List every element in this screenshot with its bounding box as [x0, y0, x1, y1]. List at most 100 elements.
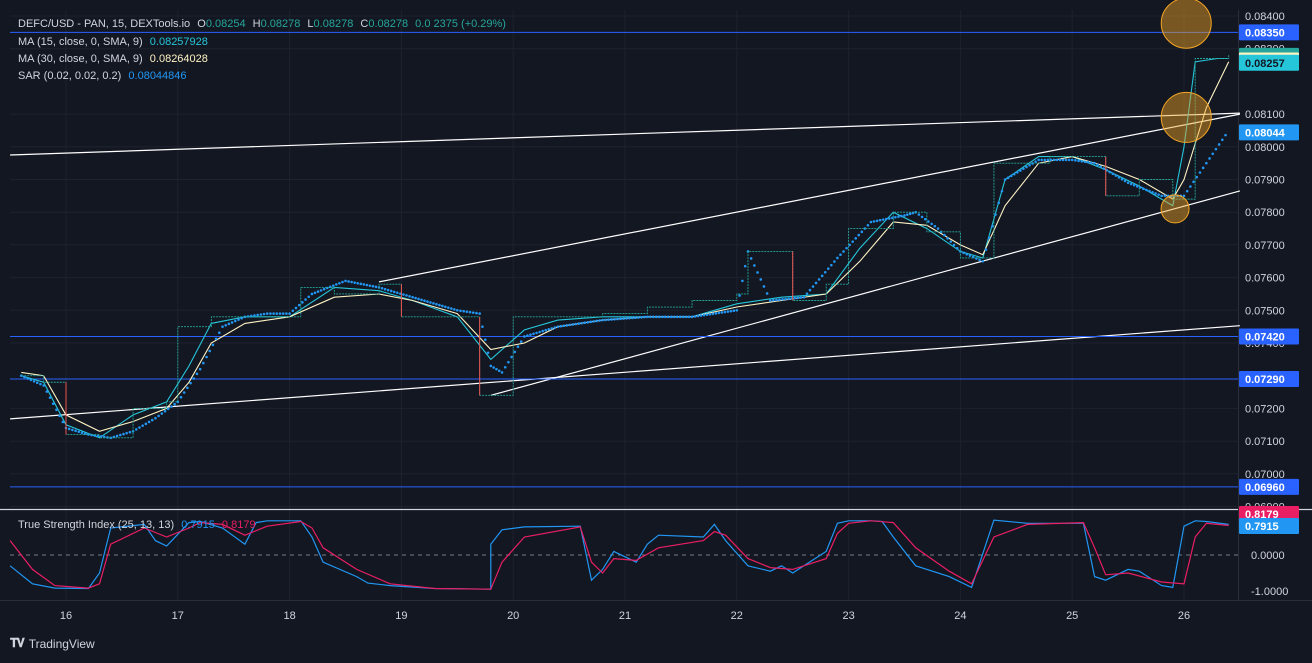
sar-dot: [796, 296, 800, 300]
sar-dot: [753, 264, 756, 267]
tsi-value: 0.7915: [181, 519, 215, 531]
sar-dot: [595, 319, 598, 323]
sar-dot: [568, 323, 572, 327]
sar-dot: [253, 314, 256, 317]
sar-dot: [562, 324, 566, 328]
sar-dot: [775, 298, 778, 302]
sar-dot: [541, 329, 544, 333]
sar-dot: [468, 310, 472, 314]
sar-dot: [955, 246, 959, 250]
sar-dot: [1090, 161, 1093, 164]
sar-dot: [903, 214, 906, 217]
sar-dot: [456, 309, 459, 312]
trendlines[interactable]: [10, 112, 1241, 420]
horizontal-lines[interactable]: [10, 31, 1238, 488]
sar-dot: [1117, 176, 1121, 179]
sar-dot: [1129, 182, 1133, 186]
sar-dot: [866, 223, 870, 227]
sar-dot: [332, 284, 335, 287]
sar-dot: [147, 420, 151, 424]
sar-dot: [459, 309, 462, 313]
sar-dot: [157, 414, 160, 418]
sar-dot: [429, 301, 432, 304]
sar-dot: [660, 315, 664, 319]
sar-dot: [186, 386, 189, 390]
sar-dot: [943, 233, 946, 237]
hline-price-label: 0.07420: [1245, 331, 1285, 343]
x-tick-label: 21: [619, 610, 631, 622]
symbol-title: DEFC/USD - PAN, 15, DEXTools.io: [18, 18, 191, 30]
sar-dot: [538, 330, 541, 334]
sar-dot: [808, 288, 812, 292]
sar-dot: [920, 215, 924, 219]
sar-dot: [655, 315, 658, 319]
sar-dot: [150, 418, 154, 422]
sar-dot: [559, 324, 563, 328]
hline-price-label-bg: [1239, 478, 1299, 495]
tsi-legend[interactable]: True Strength Index (25, 13, 13) 0.7915 …: [18, 519, 256, 531]
sar-dot: [218, 331, 221, 335]
sar-dot: [778, 298, 781, 301]
sar-dot: [981, 259, 985, 263]
axes: 16171819202122232425260.084000.083000.08…: [60, 11, 1299, 622]
sar-dot: [814, 281, 818, 285]
sar-dot: [389, 289, 393, 293]
sar-dot: [905, 213, 909, 216]
sar-dot: [58, 414, 61, 418]
sar-dot: [894, 215, 897, 219]
sar-dot: [408, 295, 411, 298]
sar-dot: [29, 378, 33, 382]
sar-dot: [420, 298, 423, 302]
x-tick-label: 22: [731, 610, 743, 622]
sar-dot: [230, 321, 234, 324]
ma30-legend[interactable]: MA (30, close, 0, SMA, 9) 0.08264028: [18, 53, 208, 65]
sar-dot: [262, 312, 266, 316]
sar-dot: [275, 312, 279, 315]
sar-dot: [987, 236, 991, 240]
sar-dot: [411, 295, 414, 299]
tradingview-watermark[interactable]: 𝐓𝐕 TradingView: [10, 636, 95, 651]
sar-dot: [851, 240, 854, 243]
x-tick-label: 18: [283, 610, 295, 622]
sar-legend[interactable]: SAR (0.02, 0.02, 0.2) 0.08044846: [18, 70, 187, 82]
ma15-legend[interactable]: MA (15, close, 0, SMA, 9) 0.08257928: [18, 36, 208, 48]
sar-dot: [144, 422, 148, 426]
sar-dot: [607, 318, 610, 321]
x-tick-label: 19: [395, 610, 407, 622]
x-tick-label: 24: [954, 610, 966, 622]
sar-dot: [547, 328, 551, 331]
sar-dot: [471, 311, 475, 314]
sar-dot: [374, 285, 378, 289]
hline-price-label: 0.07290: [1245, 374, 1285, 386]
trendline: [10, 325, 1240, 420]
sar-dot: [486, 351, 490, 355]
sar-dot: [447, 306, 450, 309]
sar-dot: [115, 434, 119, 438]
sar-dot: [516, 345, 520, 349]
sar-dot: [793, 296, 797, 300]
sar-dot: [87, 433, 90, 436]
sar-dot: [1074, 159, 1077, 162]
sar-dot: [160, 412, 164, 415]
sar-dot: [256, 313, 259, 317]
sar-dot: [304, 298, 307, 301]
sar-dot: [1108, 170, 1112, 174]
sar-dot: [80, 431, 84, 434]
sar-dot: [475, 311, 478, 315]
sar-dot: [221, 325, 224, 328]
sar-dot: [580, 321, 584, 325]
sar-dot: [741, 279, 744, 283]
y-tick-label: 0.07600: [1245, 273, 1285, 285]
change-value: 0.0 2375 (+0.29%): [415, 18, 506, 30]
sar-dot: [613, 317, 616, 321]
sar-dot: [1043, 158, 1047, 162]
sar-dot: [51, 402, 55, 406]
sar-dot: [872, 220, 876, 223]
sar-dot: [930, 222, 933, 226]
ma15-value: 0.08257928: [149, 36, 208, 48]
sar-dot: [396, 291, 399, 295]
sar-dot: [1102, 167, 1106, 170]
trendline: [378, 113, 1241, 283]
